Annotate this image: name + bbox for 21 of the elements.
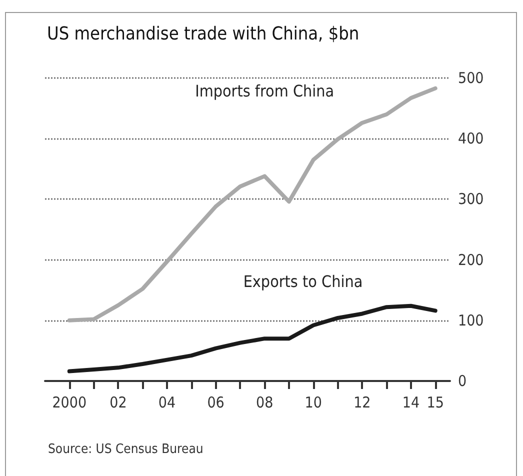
source-note: Source: US Census Bureau [48,442,204,457]
y-tick-label: 500 [458,69,484,87]
x-tick-label: 08 [256,394,274,412]
x-tick-label: 10 [304,394,322,412]
x-tick-label: 04 [158,394,176,412]
x-tick-label: 14 [402,394,420,412]
x-tick-label: 15 [426,394,444,412]
line-series [67,304,438,374]
y-tick-label: 300 [458,190,484,208]
text: Imports from China [195,82,334,101]
y-tick-label: 0 [458,372,467,390]
x-tick-label: 02 [110,394,127,412]
x-tick-label: 2000 [52,394,87,412]
series-label: Exports to China [243,272,363,292]
line-series [67,86,438,322]
y-tick-label: 400 [458,130,484,148]
x-tick-label: 06 [207,394,224,412]
y-tick-label: 100 [458,311,484,330]
y-tick-label: 200 [458,250,484,269]
chart-title: US merchandise trade with China, $bn [47,24,360,44]
x-tick-label: 12 [354,394,371,412]
